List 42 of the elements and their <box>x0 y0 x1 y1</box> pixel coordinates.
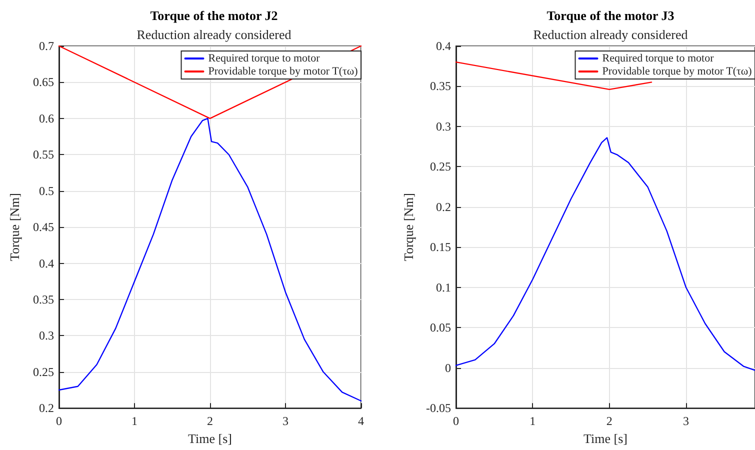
y-tick-label: 0.4 <box>39 256 54 270</box>
y-axis-title: Torque [Nm] <box>7 193 22 262</box>
line-series <box>58 118 362 402</box>
y-tick-label: 0.3 <box>39 328 54 343</box>
y-tick-label: 0.1 <box>436 280 451 294</box>
y-tick-label: 0.4 <box>436 39 451 53</box>
y-tick-label: 0.7 <box>39 39 54 53</box>
x-tick-label: 2 <box>207 414 213 428</box>
y-tick-label: 0.25 <box>33 364 54 379</box>
x-tick-label: 1 <box>530 414 536 428</box>
y-tick-label: 0.6 <box>39 111 54 126</box>
legend-label: Required torque to motor <box>208 52 320 64</box>
y-tick-label: 0.5 <box>39 184 54 198</box>
legend-label: Providable torque by motor T(τω) <box>208 66 358 78</box>
x-axis-title: Time [s] <box>188 431 232 446</box>
chart-subtitle: Reduction already considered <box>533 27 688 42</box>
y-tick-label: 0.55 <box>33 148 54 162</box>
y-axis-title: Torque [Nm] <box>401 193 416 262</box>
y-tick-label: 0.05 <box>430 320 451 335</box>
y-tick-label: 0 <box>445 360 451 375</box>
y-tick-label: 0.65 <box>33 75 54 90</box>
y-tick-label: 0.2 <box>436 200 451 214</box>
y-tick-label: 0.45 <box>33 220 54 234</box>
x-tick-label: 1 <box>132 414 138 428</box>
chart-subtitle: Reduction already considered <box>136 27 292 42</box>
x-tick-label: 3 <box>683 414 689 428</box>
x-tick-label: 2 <box>606 414 612 428</box>
y-tick-label: 0.15 <box>430 240 451 254</box>
line-series <box>455 137 755 371</box>
x-tick-label: 3 <box>282 414 288 428</box>
x-tick-label: 4 <box>358 414 364 428</box>
y-tick-label: 0.35 <box>430 79 451 94</box>
legend-label: Required torque to motor <box>602 52 714 64</box>
y-tick-label: 0.35 <box>33 292 54 306</box>
x-axis-title: Time [s] <box>584 431 628 446</box>
chart-title: Torque of the motor J3 <box>546 8 675 23</box>
y-tick-label: 0.2 <box>39 401 54 416</box>
chart-title: Torque of the motor J2 <box>150 8 278 23</box>
y-tick-label: 0.25 <box>430 160 451 174</box>
y-tick-label: -0.05 <box>426 401 451 416</box>
y-tick-label: 0.3 <box>436 119 451 134</box>
legend-label: Providable torque by motor T(τω) <box>602 66 752 78</box>
